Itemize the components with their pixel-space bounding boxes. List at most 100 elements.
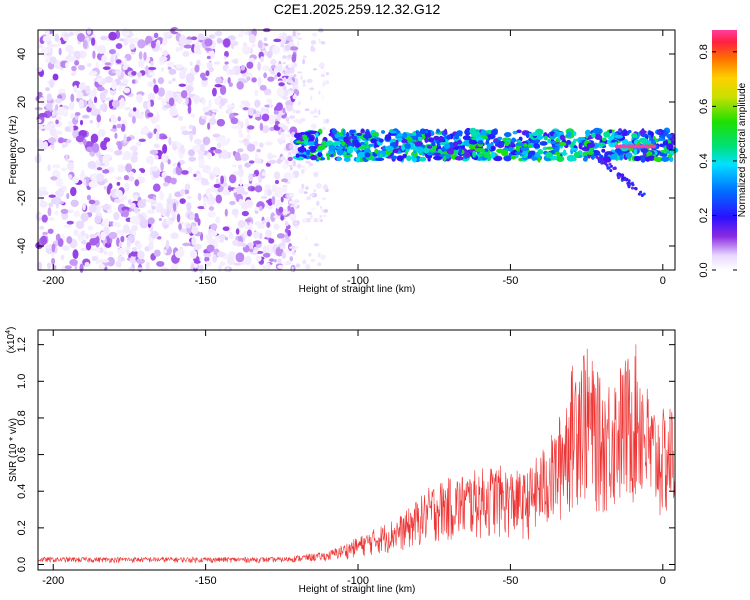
spectrogram-cell (127, 199, 132, 205)
spectrogram-cell (320, 41, 326, 45)
spectrogram-cell (187, 166, 193, 174)
spectrogram-cell (49, 78, 55, 88)
spectrogram-cell (263, 37, 268, 42)
spectrogram-cell (47, 43, 52, 54)
spectrogram-cell (181, 125, 187, 130)
spectrogram-cell (91, 255, 98, 262)
spectrogram-cell (252, 231, 261, 239)
spectrogram-cell (267, 160, 277, 164)
spectrogram-cell (203, 253, 212, 258)
spectrogram-cell (614, 144, 620, 149)
spectrogram-cell (283, 76, 287, 82)
spectrogram-cell (191, 36, 198, 41)
spectrogram-cell (589, 147, 594, 151)
spectrogram-cell (533, 142, 540, 149)
spectrogram-cell (382, 145, 387, 151)
spectrogram-cell (49, 44, 59, 48)
spectrogram-cell (251, 77, 257, 83)
spectrogram-cell (37, 44, 43, 49)
spectrogram-cell (212, 133, 221, 138)
spectrogram-cell (117, 141, 123, 151)
spectrogram-cell (207, 201, 213, 206)
spectrogram-cell (243, 230, 248, 239)
spectrogram-cell (36, 153, 41, 163)
spectrogram-cell (494, 143, 498, 147)
spectrogram-cell (183, 39, 193, 45)
spectrogram-cell (175, 166, 180, 173)
spectrogram-cell (397, 133, 404, 137)
spectrogram-cell (98, 263, 105, 270)
spectrogram-cell (204, 260, 212, 267)
spectrogram-cell (252, 240, 262, 245)
spectrogram-cell (290, 245, 296, 249)
spectrogram-cell (37, 125, 45, 130)
spectrogram-cell (608, 162, 612, 166)
spectrogram-cell (601, 148, 606, 153)
spectrogram-cell (204, 256, 210, 263)
spectrogram-cell (129, 256, 137, 264)
spectrogram-cell (205, 188, 212, 198)
spectrogram-cell (167, 66, 172, 70)
spectrogram-cell (240, 64, 246, 71)
spectrogram-cell (45, 102, 53, 110)
snr-x-tick-label: -100 (347, 575, 369, 587)
spectrogram-cell (261, 195, 268, 200)
spectrogram-cell (516, 129, 522, 134)
spectrogram-cell (39, 213, 43, 218)
spectrogram-cell (147, 209, 153, 214)
spectrogram-cell (45, 87, 50, 92)
spectrogram-cell (73, 85, 78, 94)
spectrogram-cell (93, 96, 98, 104)
spectrogram-cell (119, 38, 125, 42)
spectrogram-y-tick-label: -20 (16, 190, 28, 206)
spectrogram-cell (370, 138, 377, 144)
spectrogram-cell (444, 143, 451, 149)
spectrogram-cell (222, 226, 230, 232)
spectrogram-cell (419, 128, 426, 134)
spectrogram-cell (302, 83, 306, 87)
spectrogram-cell (302, 259, 307, 265)
spectrogram-cell (114, 132, 118, 139)
spectrogram-cell (553, 147, 559, 152)
snr-y-tick-label: 0.6 (16, 447, 28, 462)
spectrogram-cell (211, 113, 216, 119)
spectrogram-cell (172, 202, 177, 212)
spectrogram-cell (150, 116, 157, 124)
snr-x-label: Height of straight line (km) (299, 584, 416, 595)
spectrogram-cell (122, 209, 129, 218)
spectrogram-cell (291, 253, 296, 256)
spectrogram-cell (76, 91, 84, 99)
spectrogram-cell (212, 254, 218, 263)
spectrogram-cell (58, 88, 66, 94)
spectrogram-cell (302, 55, 307, 59)
spectrogram-cell (525, 132, 530, 139)
spectrogram-cell (458, 132, 463, 137)
spectrogram-cell (310, 95, 313, 101)
spectrogram-cell (384, 134, 392, 142)
spectrogram-cell (108, 31, 117, 41)
spectrogram-cell (96, 167, 103, 171)
spectrogram-cell (374, 148, 379, 154)
spectrogram-cell (136, 141, 142, 147)
spectrogram-cell (121, 156, 127, 160)
spectrogram-cell (423, 147, 430, 154)
spectrogram-cell (51, 243, 56, 253)
spectrogram-cell (266, 98, 271, 104)
spectrogram-cell (137, 250, 145, 260)
spectrogram-cell (45, 57, 52, 64)
spectrogram-cell (633, 148, 638, 156)
spectrogram-cell (235, 252, 245, 263)
spectrogram-cell (103, 226, 110, 235)
spectrogram-cell (319, 214, 322, 219)
spectrogram-cell (148, 72, 155, 76)
spectrogram-cell (183, 44, 193, 49)
spectrogram-cell (186, 202, 192, 212)
spectrogram-cell (177, 115, 184, 121)
spectrogram-cell (194, 64, 200, 73)
spectrogram-cell (238, 132, 244, 138)
spectrogram-cell (36, 67, 43, 72)
spectrogram-cell (242, 107, 249, 111)
spectrogram-cell (614, 147, 622, 153)
spectrogram-cell (666, 143, 674, 151)
spectrogram-cell (172, 144, 178, 151)
